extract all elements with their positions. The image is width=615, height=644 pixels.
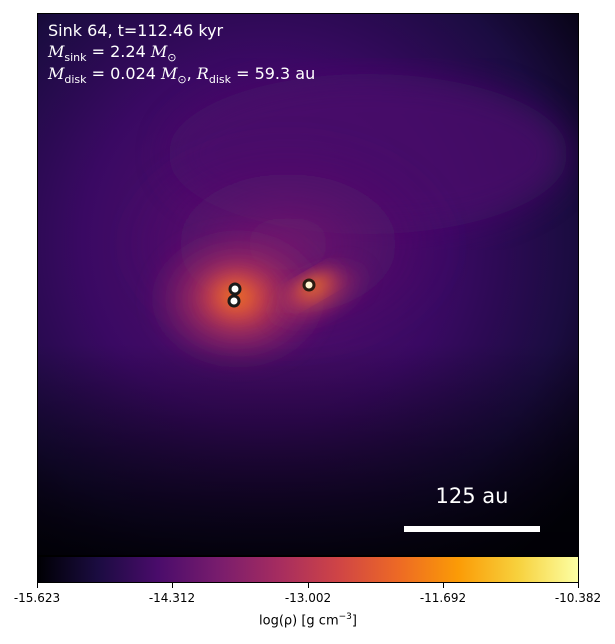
solar-subscript: ⊙ — [177, 73, 187, 87]
colorbar-tick-label: -13.002 — [284, 591, 332, 605]
disk-properties-label: Mdisk = 0.024 M⊙, Rdisk = 59.3 au — [48, 64, 316, 87]
colorbar-tick — [443, 583, 444, 588]
sink-label: Sink 64, t=112.46 kyr — [48, 21, 224, 40]
colorbar-label-main: log(ρ) [g cm — [259, 613, 339, 629]
colorbar-tick-label: -10.382 — [554, 591, 602, 605]
colorbar-label-exponent: −3 — [338, 612, 352, 622]
sink-a — [228, 282, 242, 296]
colorbar-tick — [172, 583, 173, 588]
scalebar — [404, 526, 540, 532]
colorbar — [37, 556, 579, 583]
colorbar-label: log(ρ) [g cm−3] — [259, 612, 357, 628]
sink-mass-value: = 2.24 — [91, 42, 146, 61]
disk-mass-subscript: disk — [64, 73, 87, 87]
solar-mass-symbol: M — [161, 64, 178, 83]
solar-mass-symbol: M — [150, 42, 168, 61]
disk-mass-symbol: M — [48, 64, 65, 83]
solar-subscript: ⊙ — [167, 51, 177, 65]
sink-c — [302, 278, 316, 292]
density-map — [37, 13, 579, 556]
colorbar-tick — [37, 583, 38, 588]
colorbar-tick-label: -14.312 — [148, 591, 196, 605]
sink-mass-label: Msink = 2.24 M⊙ — [48, 42, 177, 65]
colorbar-tick-label: -11.692 — [419, 591, 467, 605]
disk-radius-subscript: disk — [208, 73, 231, 87]
sink-b — [227, 294, 241, 308]
scalebar-label: 125 au — [435, 484, 509, 508]
colorbar-tick — [578, 583, 579, 588]
colorbar-tick-label: -15.623 — [13, 591, 61, 605]
disk-radius-value: = 59.3 au — [236, 64, 316, 83]
sink-mass-symbol: M — [48, 42, 65, 61]
disk-mass-value: = 0.024 — [91, 64, 156, 83]
sink-mass-subscript: sink — [64, 51, 87, 65]
density-map-image — [38, 14, 578, 555]
colorbar-label-close: ] — [351, 613, 357, 629]
colorbar-tick — [308, 583, 309, 588]
disk-radius-symbol: R — [196, 64, 209, 83]
